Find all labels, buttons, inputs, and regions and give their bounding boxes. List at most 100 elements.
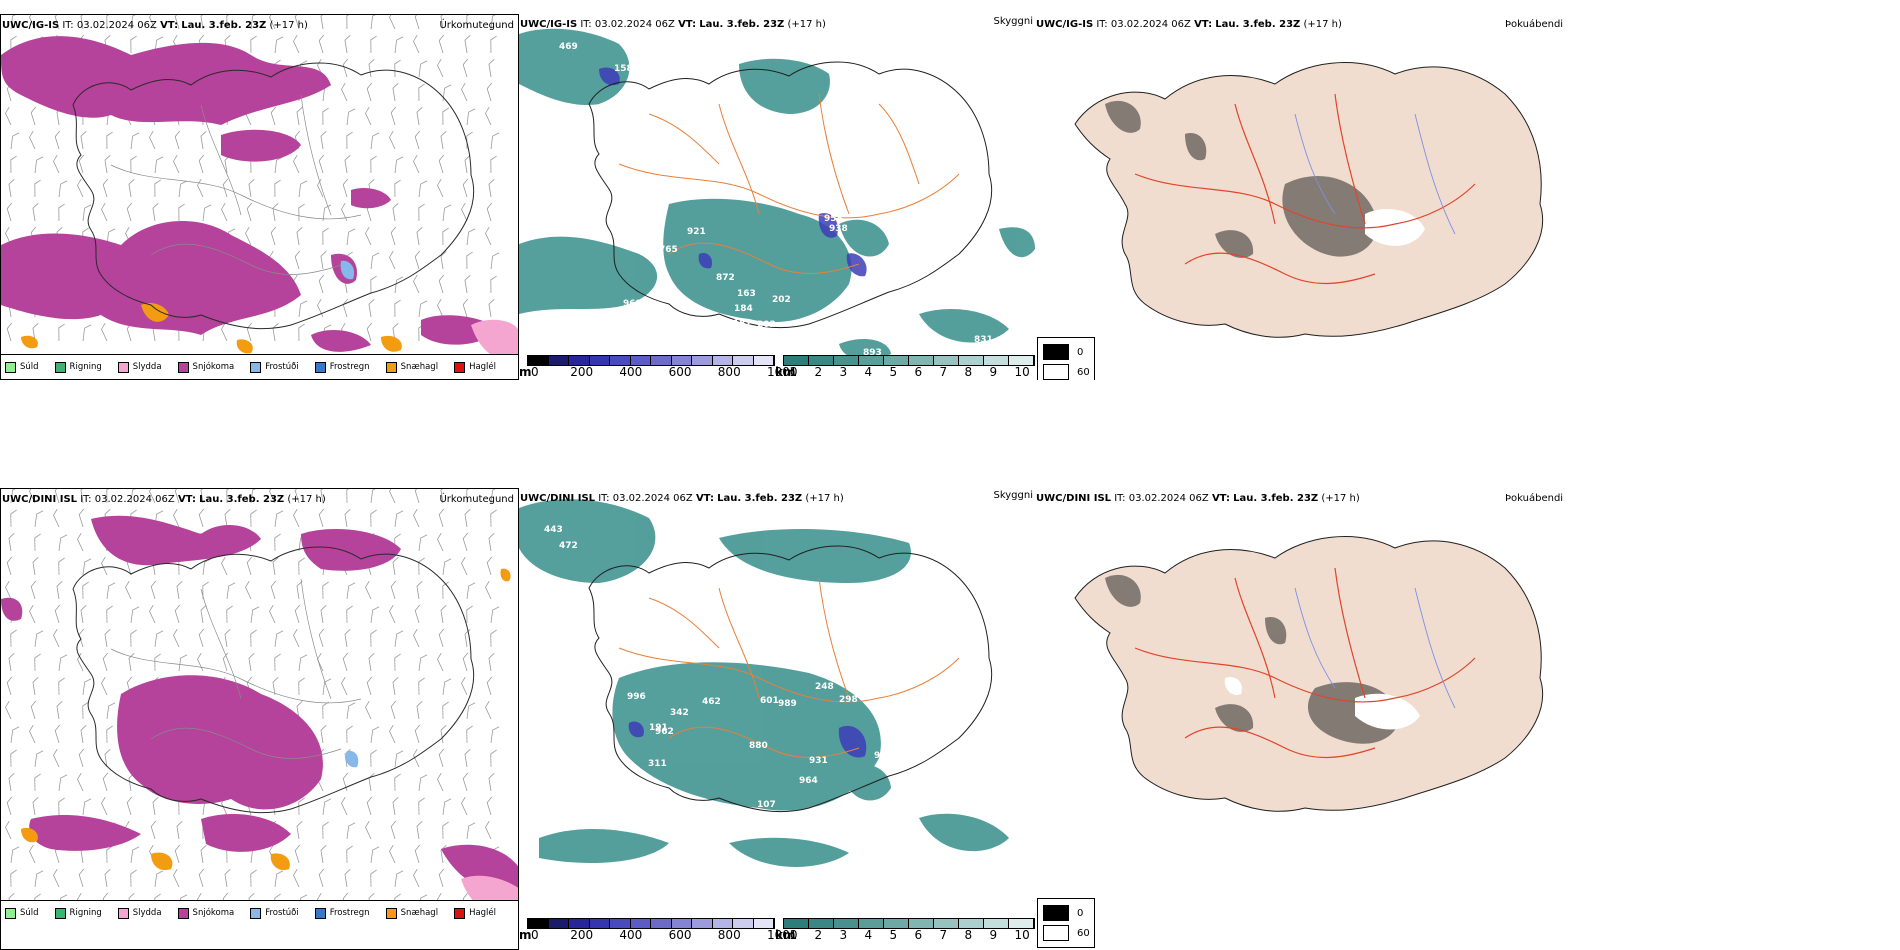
wind-barb (318, 508, 325, 528)
panel-title: UWC/DINI ISL IT: 03.02.2024 06Z VT: Lau.… (1036, 493, 1360, 504)
wind-barb (274, 653, 281, 672)
colorbar-box (569, 356, 590, 365)
wind-barb (394, 299, 401, 318)
wind-barb (178, 654, 188, 672)
wind-barb (418, 774, 428, 792)
wind-barb (466, 702, 476, 720)
colorbar-box (610, 919, 631, 928)
colorbar-tick-labels: 0 200 400 600 800 1000 (527, 928, 798, 942)
colorbar-tick-label: 2 (814, 365, 823, 379)
legend-item: Haglél (454, 907, 496, 919)
wind-barb (437, 58, 444, 78)
wind-barb (438, 628, 445, 648)
colorbar-box (651, 356, 672, 365)
precip-map-row1 (1, 15, 518, 362)
height-label: 989 (778, 699, 797, 709)
low-visibility-areas (519, 499, 1009, 867)
colorbar-tick-labels: 0 200 400 600 800 1000 (527, 365, 798, 379)
wind-barb (154, 179, 161, 198)
colorbar-tick-labels: 1 2 3 4 5 6 7 8 9 10 (783, 365, 1033, 379)
wind-barb (464, 274, 471, 294)
legend-label: Frostregn (329, 908, 370, 918)
wind-barb (389, 489, 396, 504)
wind-barb (104, 748, 111, 768)
wind-barb (490, 155, 497, 174)
wind-barb (58, 654, 68, 672)
wind-barb (488, 532, 495, 552)
legend-swatch (54, 361, 66, 373)
wind-barb (442, 227, 449, 246)
wind-barb (346, 582, 356, 600)
wind-barb (53, 868, 60, 888)
wind-barb (173, 154, 180, 174)
colorbar-tick-label: 1000 (767, 365, 798, 379)
wind-barb (394, 653, 401, 672)
wind-barb (102, 178, 109, 198)
wind-barb (269, 15, 276, 30)
legend-swatch (177, 361, 189, 373)
wind-barb (58, 323, 65, 342)
wind-barb (298, 300, 308, 318)
colorbar-tick-label: 7 (939, 928, 948, 942)
legend-item: Frostregn (314, 907, 370, 919)
wind-barb (245, 226, 252, 246)
colorbar-tick-label: 5 (889, 365, 898, 379)
road-network (618, 577, 960, 758)
wind-barb (298, 203, 305, 222)
wind-barb (462, 532, 469, 552)
wind-barb (149, 15, 156, 30)
wind-barb (485, 226, 492, 246)
wind-barb (106, 845, 113, 864)
wind-barb (461, 676, 468, 696)
wind-barb (178, 180, 188, 198)
height-label: 765 (659, 245, 678, 255)
wind-barb (318, 154, 325, 174)
wind-barb (466, 725, 473, 744)
wind-barb (197, 178, 204, 198)
wind-barb (226, 15, 233, 30)
wind-barb (272, 322, 279, 342)
wind-barb (490, 489, 500, 504)
wind-barb (34, 773, 41, 792)
wind-barb (53, 508, 60, 528)
colorbar-box (934, 919, 959, 928)
wind-barb (274, 630, 284, 648)
height-label: 880 (749, 741, 768, 751)
wind-barb (416, 820, 423, 840)
wind-barb (486, 556, 493, 576)
wind-barb (106, 228, 116, 246)
wind-barb (293, 34, 300, 54)
wind-barb (318, 628, 325, 648)
wind-barb (149, 489, 156, 504)
fog-legend: 0 60 (1037, 337, 1095, 380)
colorbar-box (884, 356, 909, 365)
colorbar-boxes (527, 918, 775, 929)
wind-barb (176, 580, 183, 600)
wind-barb (490, 749, 497, 768)
wind-barb (442, 107, 449, 126)
wind-barb (486, 202, 493, 222)
colorbar-box (934, 356, 959, 365)
wind-barb (34, 870, 44, 888)
wind-barb (486, 676, 493, 696)
variable-name: Þokuábendi (1505, 19, 1564, 30)
wind-barb (466, 822, 476, 840)
wind-barb (101, 322, 108, 342)
colorbar-tick-label: 1 (789, 928, 798, 942)
wind-barb (130, 155, 137, 174)
wind-barb (296, 700, 303, 720)
road-network (110, 94, 362, 275)
init-time: IT: 03.02.2024 06Z (580, 19, 675, 30)
colorbar-box (909, 356, 934, 365)
wind-barb (296, 580, 303, 600)
wind-barb (344, 154, 351, 174)
fog-legend-label: 60 (1077, 366, 1090, 378)
wind-barb (466, 251, 473, 270)
wind-barb (322, 227, 329, 246)
legend-label: Rigning (69, 362, 102, 372)
wind-barb (394, 750, 404, 768)
precip-map-row2 (1, 489, 518, 920)
legend-item: Snjókoma (177, 907, 234, 919)
iceland-outline (72, 62, 475, 330)
wind-barb (178, 203, 185, 222)
